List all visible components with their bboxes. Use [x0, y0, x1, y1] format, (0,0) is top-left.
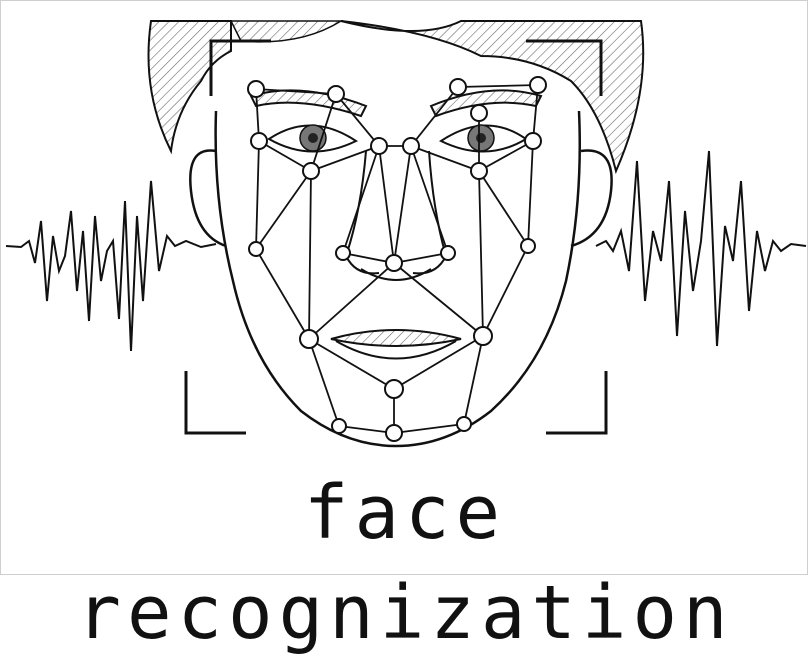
- left-eye: [267, 124, 359, 153]
- sound-wave-right: [595, 150, 807, 347]
- face-mesh-lines: [255, 84, 539, 434]
- right-eye: [438, 124, 528, 153]
- caption-text: face recognization: [76, 470, 734, 656]
- face-mesh-sketch-icon: [5, 20, 807, 448]
- face-mesh-nodes: [247, 76, 547, 442]
- face-outline: [214, 110, 581, 448]
- sound-wave-left: [5, 180, 217, 352]
